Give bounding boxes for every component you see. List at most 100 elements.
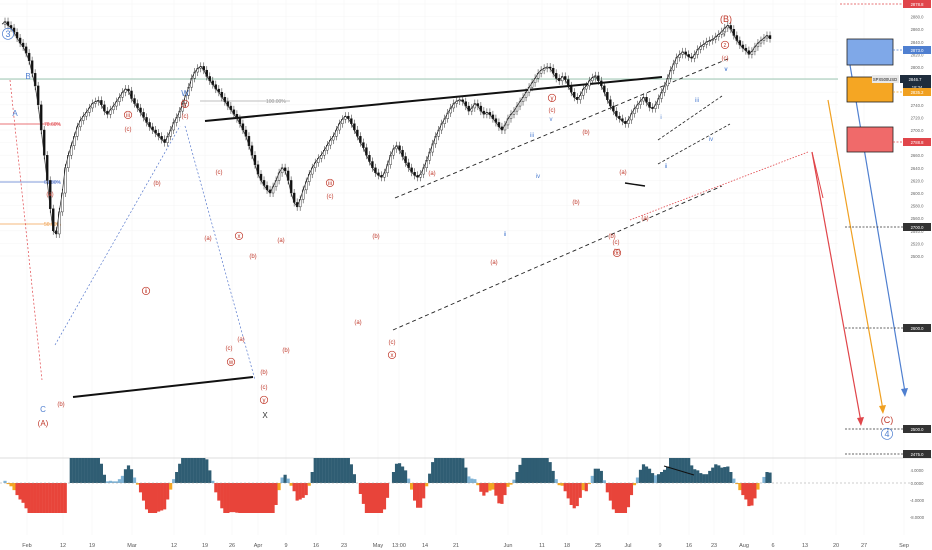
oscillator-bar [3, 480, 7, 483]
wave-label: (c) [261, 385, 268, 391]
oscillator-bar [666, 466, 670, 483]
oscillator-bar [126, 465, 131, 483]
oscillator-bar [708, 470, 712, 483]
oscillator-bar [566, 483, 570, 499]
level-tag-bg [903, 46, 931, 54]
y-tick-label: 2500.0 [911, 254, 924, 259]
wave-label: iii [530, 133, 534, 139]
oscillator-bar [289, 483, 293, 486]
projection-arrowhead-blue [901, 388, 908, 397]
oscillator-bar [662, 469, 667, 483]
level-tag-bg [903, 324, 931, 332]
wave-label: y [184, 102, 187, 108]
x-tick-label: 14 [422, 543, 428, 549]
oscillator-bar [51, 483, 55, 513]
oscillator-bar [319, 458, 323, 483]
oscillator-bar [605, 483, 609, 493]
y-tick-label: 2560.0 [911, 216, 924, 221]
oscillator-bar [96, 458, 100, 483]
oscillator-bar [123, 469, 128, 483]
oscillator-bar [723, 467, 727, 483]
oscillator-bar [416, 483, 420, 508]
oscillator-bar [102, 474, 106, 483]
oscillator-bar [629, 483, 634, 496]
wave-label-circle [180, 99, 190, 108]
oscillator-bar [581, 483, 585, 491]
candles [3, 17, 772, 238]
level-tag-text: 2873.0 [911, 48, 924, 53]
wave-label: ii [504, 232, 507, 238]
wave-label: z [724, 43, 727, 49]
oscillator-bar [720, 467, 724, 483]
x-axis: Feb 12 19 Mar 12 19 26 Apr 9 16 23 May 13:00 14 21 Jun 1… [22, 543, 909, 549]
oscillator-bar [403, 470, 408, 483]
level-tag-text: 2700.0 [911, 225, 924, 230]
level-tag-bg [903, 0, 931, 8]
wave-label: y [263, 398, 266, 404]
y-tick-label: 2640.0 [911, 166, 924, 171]
x-tick-label: 13 [802, 543, 808, 549]
oscillator-bar [36, 483, 40, 513]
oscillator-bar [422, 483, 426, 499]
x-tick-label: 23 [341, 543, 347, 549]
oscillator-bar [464, 467, 468, 483]
x-tick-label: Aug [739, 543, 749, 549]
oscillator-bar [6, 483, 10, 485]
price-tags: 2878.8 2873.0 2788.8 2700.0 2600.0 2500.0 2475… [872, 0, 931, 458]
current-price-tag-bg [900, 75, 931, 83]
oscillator-bar [440, 458, 444, 483]
oscillator-bar [449, 458, 453, 483]
wave-label-circle [123, 110, 133, 119]
x-tick-label: 18 [564, 543, 570, 549]
wave-label: A [12, 109, 18, 118]
channel-small-upper [657, 95, 723, 141]
wave-label: (b) [608, 234, 615, 240]
oscillator-bar [90, 458, 94, 483]
oscillator-bar [346, 458, 350, 483]
oscillator-bar [434, 458, 438, 483]
oscillator-bar [569, 483, 573, 505]
wave-label: x [238, 234, 241, 240]
wave-label: (a) [641, 216, 648, 222]
trendline-lower [72, 376, 254, 398]
oscillator-bar [214, 483, 218, 493]
wave-label: 4 [884, 429, 889, 439]
wave-label: (a) [46, 192, 53, 198]
oscillator-bar [117, 479, 122, 483]
oscillator-bar [301, 483, 305, 498]
x-tick-label: 21 [453, 543, 459, 549]
symbol-tag: SPX500USD [873, 77, 897, 82]
trendline-upper [204, 76, 663, 122]
target-box-blue[interactable] [846, 38, 894, 66]
level-tag-bg [903, 138, 931, 146]
oscillator-bar [229, 483, 233, 513]
oscillator-bar [9, 483, 13, 487]
oscillator-bar [304, 483, 308, 496]
oscillator-bar [611, 483, 615, 510]
oscillator-tick-label: 4.0000 [911, 468, 924, 473]
oscillator-bar [596, 468, 600, 483]
wave-label: (c) [389, 340, 396, 346]
oscillator-bar [337, 458, 341, 483]
y-tick-label: 2740.0 [911, 103, 924, 108]
target-box-red[interactable] [846, 126, 894, 153]
oscillator-bar [717, 465, 721, 483]
oscillator-bar [265, 483, 269, 513]
oscillator-bar [256, 483, 260, 513]
wave-label: x [616, 251, 619, 257]
oscillator-bar [349, 464, 353, 483]
oscillator-bar [647, 468, 652, 483]
oscillator-bar [551, 470, 555, 483]
y-tick-label: 2720.0 [911, 115, 924, 120]
oscillator-bar [476, 483, 480, 486]
oscillator-bar [181, 458, 185, 483]
oscillator-bar [391, 472, 396, 483]
oscillator-tick-label: -4.0000 [910, 498, 925, 503]
projection-arrow-blue [849, 64, 906, 393]
oscillator-bar [482, 483, 486, 496]
oscillator-bar [232, 483, 236, 513]
oscillator-bar [132, 477, 137, 483]
oscillator-bar [184, 458, 188, 483]
